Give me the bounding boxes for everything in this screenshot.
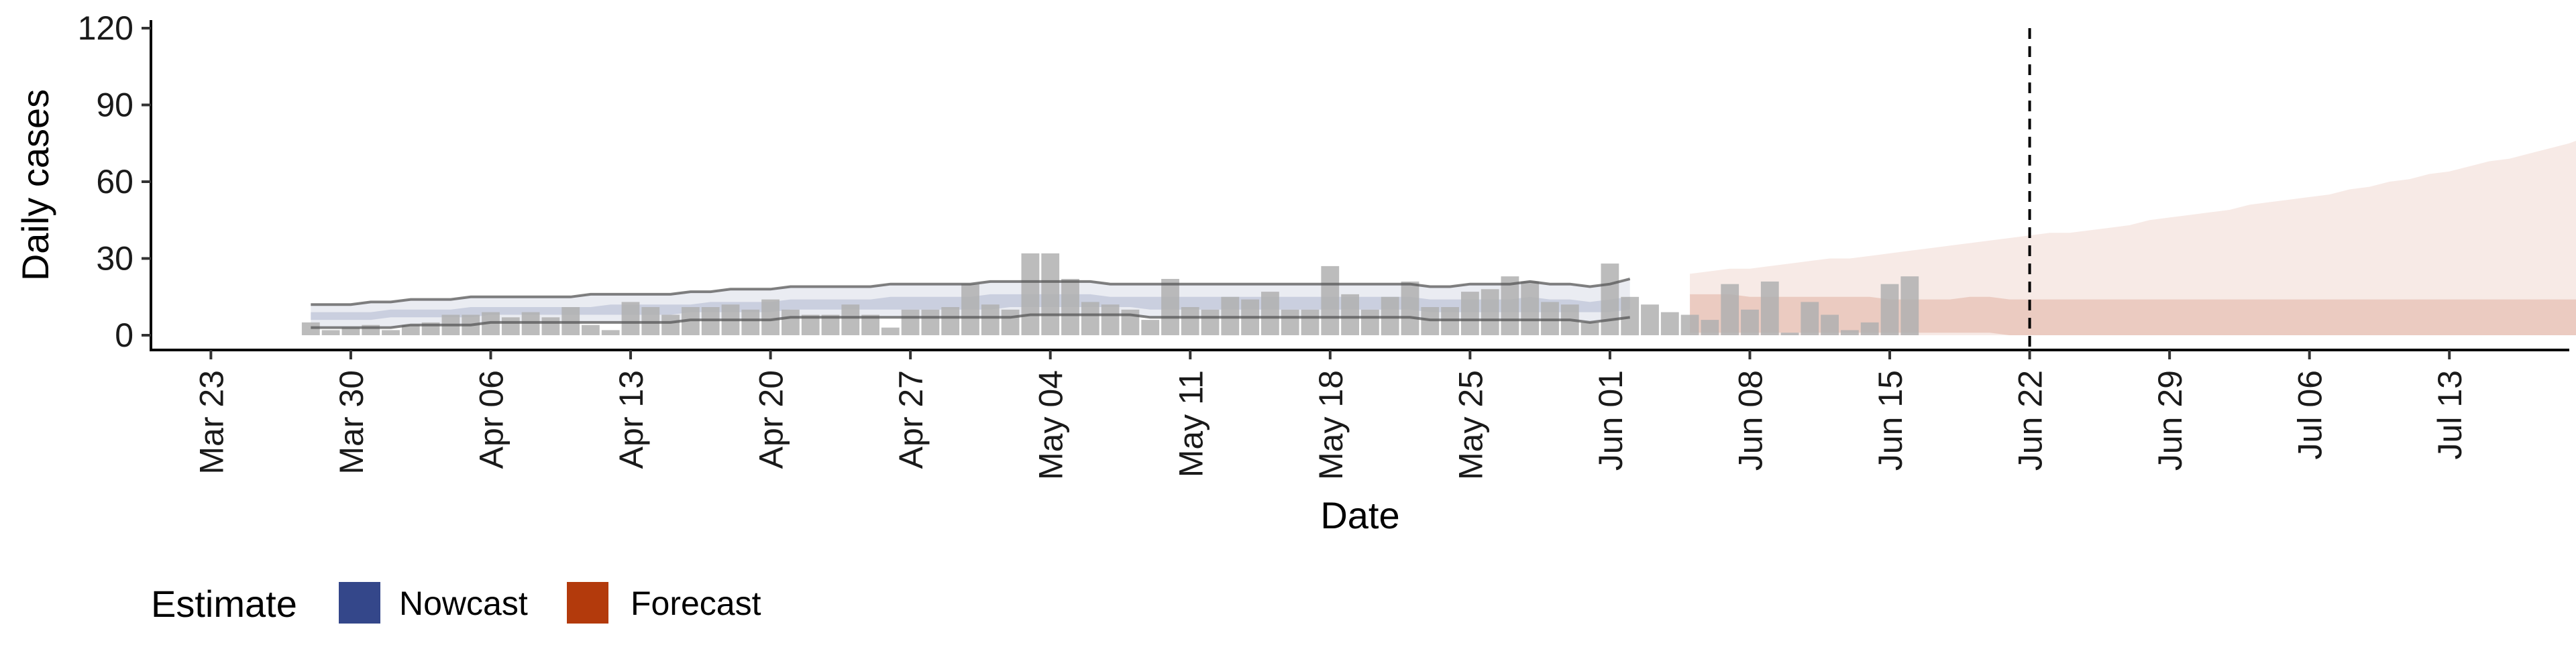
x-tick-label: Mar 23: [193, 370, 230, 475]
x-tick-label: May 18: [1312, 370, 1350, 480]
x-tick-label: Jun 01: [1592, 370, 1629, 471]
case-bar: [501, 317, 520, 335]
x-tick-label: Jun 15: [1872, 370, 1909, 471]
legend-label-nowcast: Nowcast: [399, 585, 528, 622]
case-bar: [1301, 309, 1320, 335]
case-bar: [1860, 322, 1879, 335]
nowcast-lower-line: [311, 313, 1630, 329]
y-ticks: 0 30 60 90 120: [78, 9, 151, 354]
x-tick-label: May 04: [1032, 370, 1070, 480]
case-bar: [601, 330, 620, 335]
case-bar: [1041, 253, 1060, 335]
case-bar: [961, 284, 979, 335]
case-bar: [1780, 333, 1799, 335]
y-tick-label: 0: [115, 316, 133, 354]
case-bar: [741, 309, 760, 335]
case-bar: [1721, 284, 1739, 335]
case-bar: [1701, 320, 1719, 335]
case-bar: [1741, 309, 1759, 335]
legend-label-forecast: Forecast: [631, 585, 761, 622]
case-bar: [1601, 263, 1619, 335]
case-bar: [1141, 320, 1160, 335]
x-tick-label: Jul 06: [2292, 370, 2329, 459]
x-tick-label: Apr 20: [753, 370, 790, 469]
case-bar: [1841, 330, 1859, 335]
case-bar: [341, 327, 360, 335]
case-bar: [782, 309, 800, 335]
legend-title: Estimate: [151, 583, 297, 625]
case-bar: [1461, 292, 1479, 335]
case-bar: [382, 330, 400, 335]
case-bar: [1081, 302, 1099, 335]
case-bar: [1061, 279, 1079, 335]
case-bar: [661, 314, 680, 335]
case-bar: [1501, 276, 1519, 335]
case-bar: [1181, 307, 1199, 335]
x-tick-label: Apr 06: [472, 370, 510, 469]
case-bar: [1021, 253, 1040, 335]
line-layer: [311, 278, 1631, 329]
y-tick-label: 30: [96, 240, 133, 278]
x-tick-label: May 25: [1452, 370, 1489, 480]
case-bar: [841, 304, 860, 335]
case-bar: [901, 309, 920, 335]
case-bar: [1521, 281, 1540, 335]
legend: Estimate Nowcast Forecast: [151, 582, 761, 625]
case-bar: [401, 325, 420, 335]
axes-layer: [150, 20, 2569, 351]
case-bar: [1880, 284, 1899, 335]
case-bar: [1621, 296, 1640, 336]
case-bar: [1281, 309, 1299, 335]
case-bar: [1801, 302, 1819, 335]
x-ticks: Mar 23 Mar 30 Apr 06 Apr 13 Apr 20 Apr 27 May …: [193, 350, 2469, 480]
x-tick-label: Apr 27: [892, 370, 930, 469]
case-bar: [981, 304, 1000, 335]
case-bar: [1261, 292, 1279, 335]
y-axis-title: Daily cases: [14, 89, 56, 281]
x-tick-label: Jun 22: [2012, 370, 2049, 471]
case-bar: [1341, 294, 1359, 335]
case-bar: [1101, 304, 1120, 335]
case-bar: [1580, 322, 1599, 335]
case-bar: [881, 327, 900, 335]
case-bar: [1401, 281, 1419, 335]
band-layer: [311, 140, 2576, 335]
x-axis-title: Date: [1320, 494, 1399, 536]
x-tick-label: May 11: [1172, 370, 1210, 477]
x-tick-label: Mar 30: [333, 370, 370, 475]
case-bar: [321, 330, 340, 335]
case-bar: [621, 302, 640, 335]
forecast-outer-band: [1690, 140, 2576, 335]
case-bar: [1001, 309, 1020, 335]
case-bar: [1900, 276, 1919, 335]
legend-swatch-nowcast: [339, 582, 380, 624]
case-bar: [1361, 309, 1379, 335]
x-tick-label: Jul 13: [2431, 370, 2469, 459]
case-bar: [1641, 304, 1659, 335]
case-bar: [761, 299, 780, 335]
y-tick-label: 90: [96, 86, 133, 124]
legend-swatch-forecast: [567, 582, 608, 624]
case-bar: [1821, 314, 1839, 335]
case-bar: [582, 325, 600, 335]
y-tick-label: 60: [96, 163, 133, 200]
case-bar: [941, 307, 960, 335]
case-bar: [1201, 309, 1220, 335]
x-tick-label: Apr 13: [612, 370, 650, 469]
case-bar: [1660, 312, 1679, 335]
y-tick-label: 120: [78, 9, 133, 47]
case-bar: [1321, 266, 1340, 335]
x-tick-label: Jun 29: [2151, 370, 2189, 471]
case-bar: [1161, 279, 1179, 335]
case-bar: [541, 317, 560, 335]
x-tick-label: Jun 08: [1731, 370, 1769, 471]
case-bar: [1481, 289, 1499, 335]
case-bar: [921, 309, 940, 335]
case-bar: [1760, 281, 1779, 335]
case-bar: [1680, 314, 1699, 335]
nowcast-upper-line: [311, 278, 1631, 306]
